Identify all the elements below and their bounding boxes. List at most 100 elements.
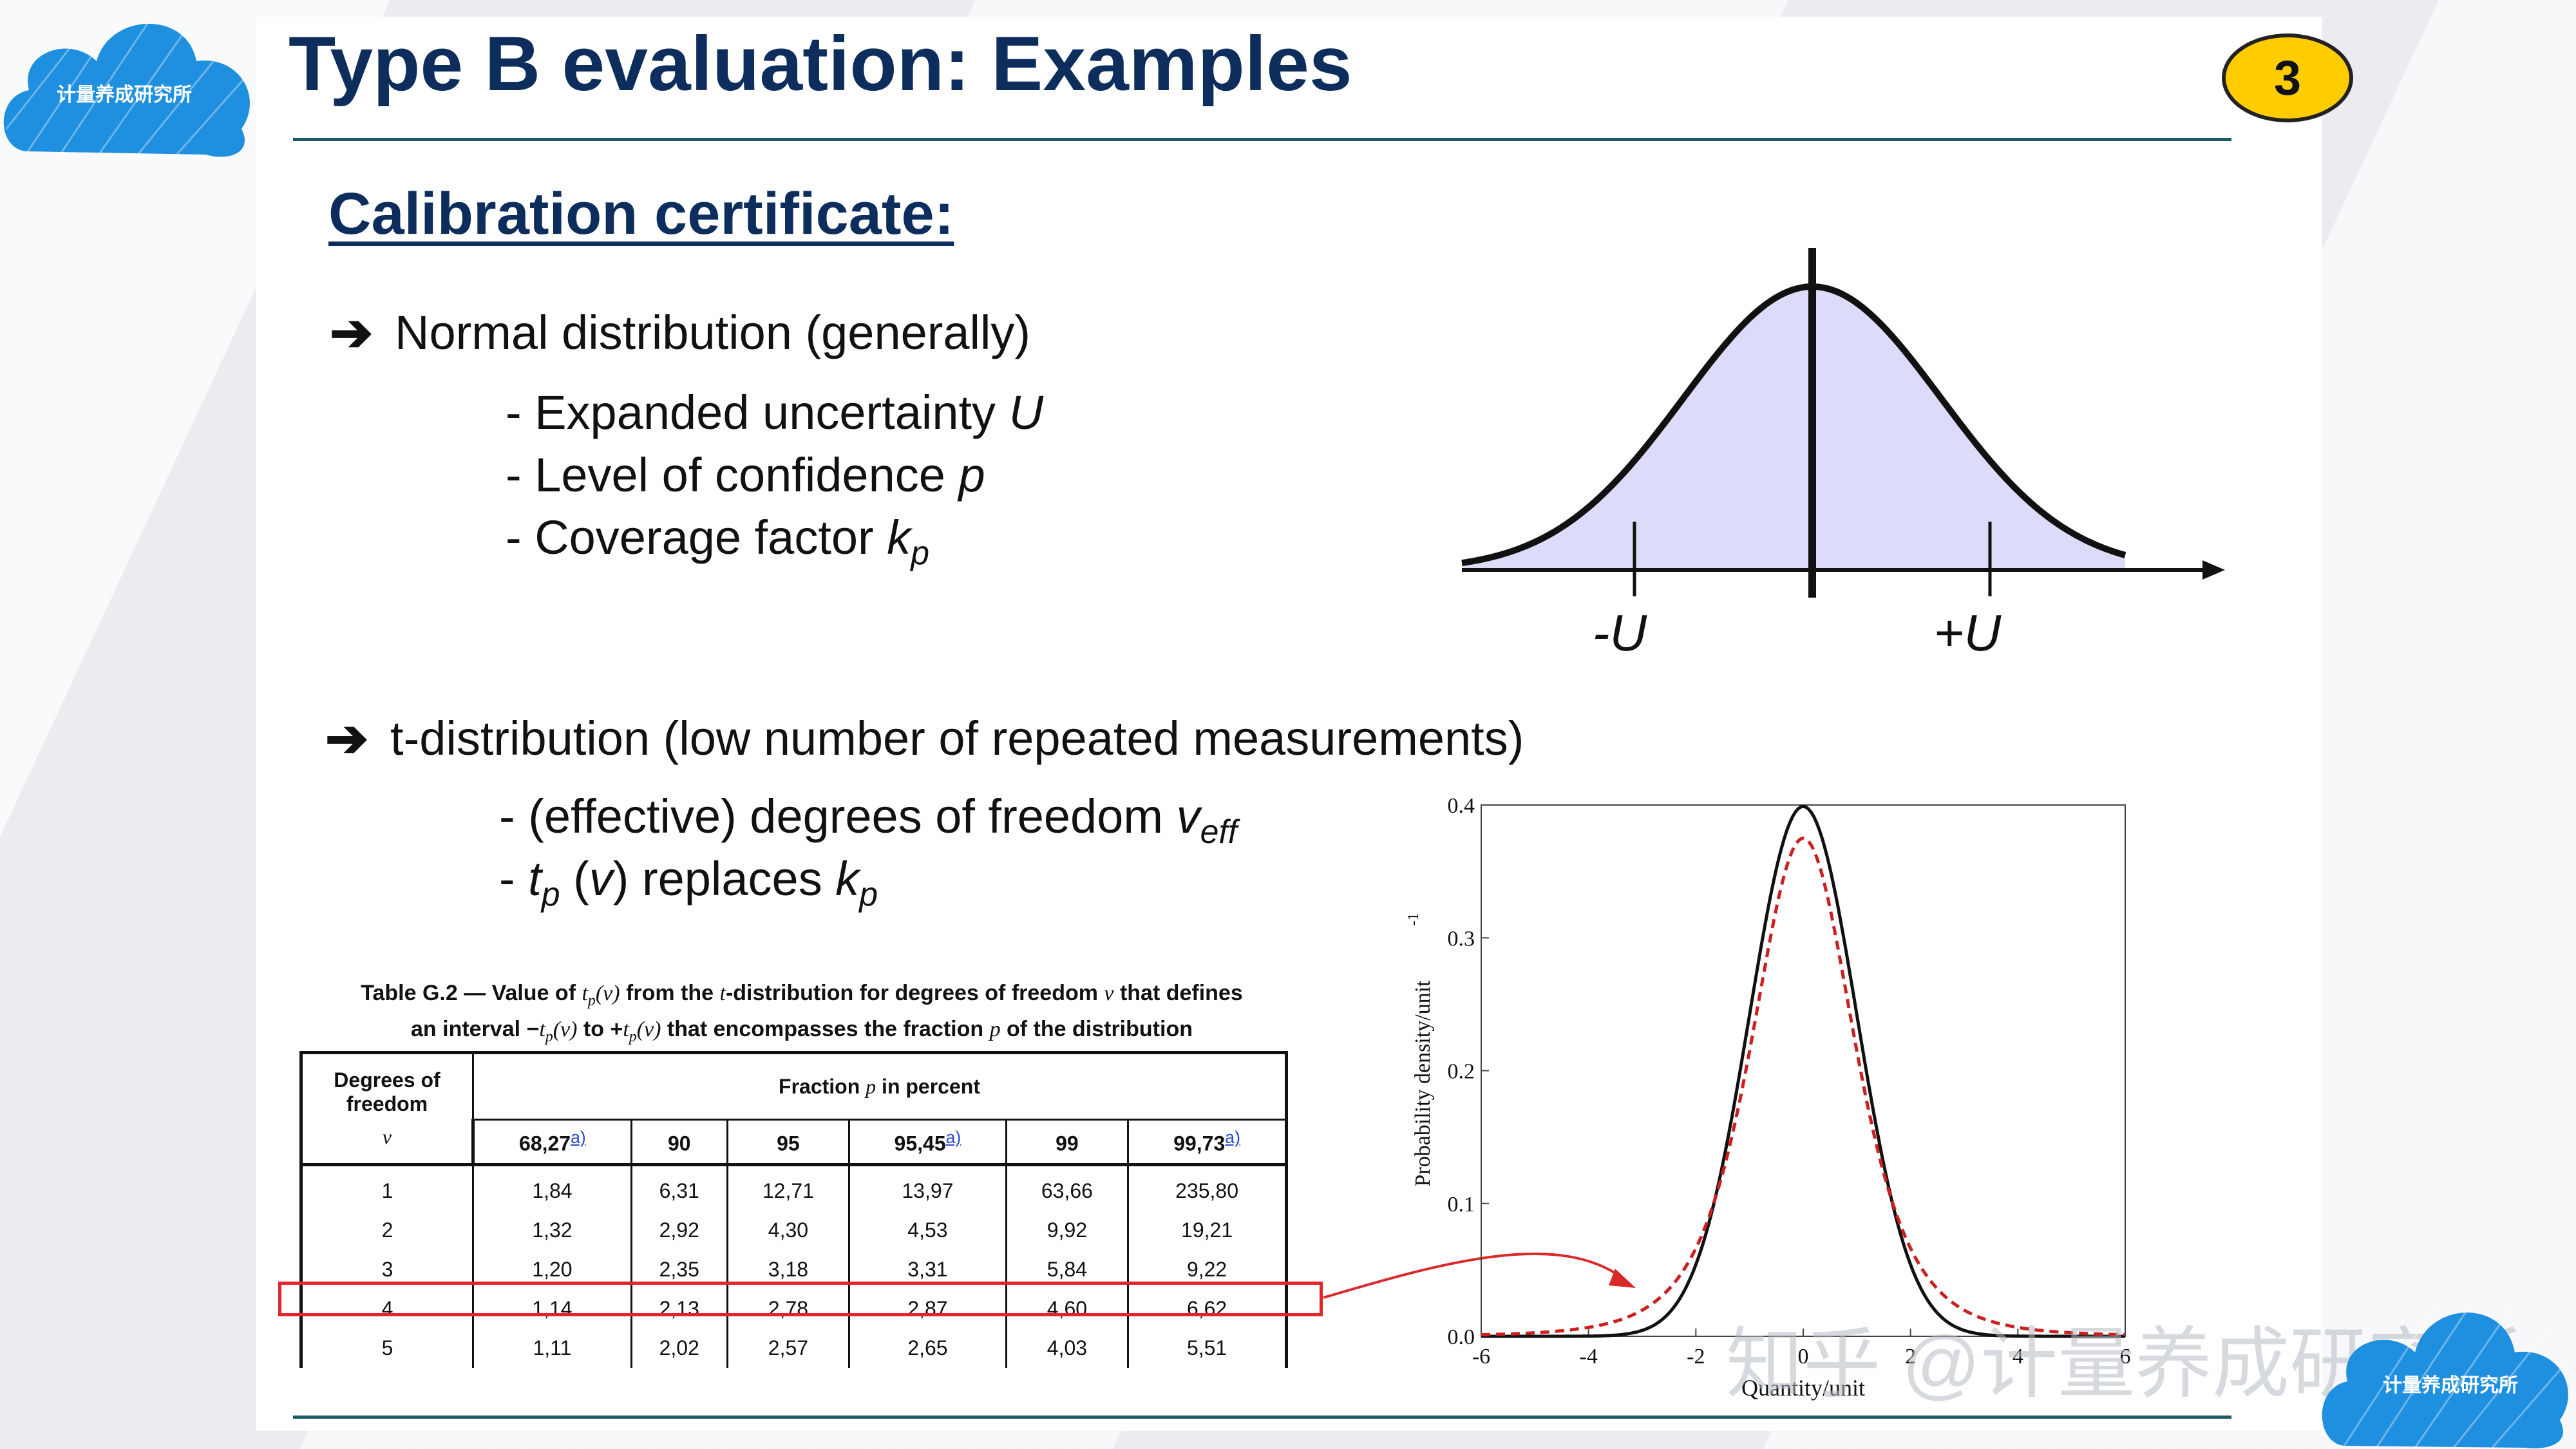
kp-subscript: p — [859, 875, 878, 913]
value-cell: 13,97 — [848, 1164, 1007, 1211]
footnote-link[interactable]: a) — [1225, 1128, 1240, 1148]
replaces-text: ) replaces — [612, 852, 836, 905]
fraction-col-header: 90 — [630, 1119, 728, 1166]
caption-line-1: Table G.2 — Value of tp(v) from the t-di… — [361, 981, 1243, 1009]
normal-curve — [1461, 283, 2126, 567]
x-axis-label: Quantity/unit — [1741, 1375, 1865, 1401]
arrow-right-icon: ➔ — [330, 304, 374, 361]
logo-text-top: 计量养成研究所 — [57, 84, 192, 106]
normal-curve-fill — [1462, 287, 2125, 570]
table-row: 2 1,32 2,92 4,30 4,53 9,92 19,21 — [299, 1211, 1288, 1250]
value-cell: 63,66 — [1005, 1164, 1128, 1211]
table-caption: Table G.2 — Value of tp(v) from the t-di… — [296, 979, 1307, 1051]
sub-item-text: - (effective) degrees of freedom — [499, 790, 1177, 843]
table-row: 5 1,11 2,02 2,57 2,65 4,03 5,51 — [299, 1329, 1288, 1368]
value-cell: 4,60 — [1005, 1289, 1128, 1329]
fraction-col-header: 95 — [726, 1119, 849, 1166]
slide-title: Type B evaluation: Examples — [289, 21, 1352, 107]
table-row: 1 1,84 6,31 12,71 13,97 63,66 235,80 — [299, 1164, 1288, 1211]
caption-line-2: an interval −tp(v) to +tp(v) that encomp… — [411, 1016, 1193, 1045]
dof-header: Degrees of freedom v — [299, 1051, 473, 1166]
dof-cell: 5 — [299, 1329, 473, 1368]
value-cell: 2,78 — [726, 1289, 849, 1329]
y-tick-label: 0.0 — [1448, 1325, 1475, 1349]
table-header-row: Degrees of freedom v Fraction p in perce… — [299, 1051, 1288, 1166]
sub-item-tp-replaces-kp: - tp (v) replaces kp — [499, 852, 878, 913]
value-cell: 2,02 — [630, 1329, 728, 1368]
table-row: 4 1,14 2,13 2,78 2,87 4,60 6,62 — [299, 1289, 1288, 1329]
value-cell: 9,92 — [1005, 1211, 1128, 1250]
value-cell: 19,21 — [1127, 1211, 1288, 1250]
value-cell: 2,57 — [726, 1329, 849, 1368]
value-cell: 4,30 — [726, 1211, 849, 1250]
sub-item-var: v — [1176, 790, 1200, 843]
sub-item-text: - Expanded uncertainty — [506, 386, 1009, 439]
sub-item-subscript: eff — [1200, 812, 1238, 850]
value-cell: 6,62 — [1127, 1289, 1288, 1329]
value-cell: 1,14 — [472, 1289, 632, 1329]
value-cell: 2,65 — [848, 1329, 1007, 1368]
value-cell: 4,53 — [848, 1211, 1007, 1250]
value-cell: 4,03 — [1005, 1329, 1128, 1368]
section-heading: Calibration certificate: — [328, 181, 954, 247]
fraction-header: Fraction p in percent — [472, 1051, 1288, 1120]
bullet-t-distribution: ➔ t-distribution (low number of repeated… — [325, 708, 1524, 768]
y-tick-label: 0.3 — [1448, 927, 1475, 951]
x-tick-label: 2 — [1905, 1345, 1916, 1368]
dof-cell: 2 — [299, 1211, 473, 1250]
sub-item-text: - Level of confidence — [506, 448, 959, 502]
fraction-values-row: 68,27a) 90 95 95,45a) 99 99,73a) — [301, 1119, 1288, 1166]
logo-cloud-bottom — [2322, 1300, 2571, 1448]
t-distribution-curve — [1481, 836, 2126, 1337]
footnote-link[interactable]: a) — [945, 1128, 961, 1148]
tp-subscript: p — [541, 875, 560, 913]
logo-text-bottom: 计量养成研究所 — [2383, 1375, 2518, 1396]
minus-u-label: -U — [1593, 604, 1648, 661]
dof-cell: 1 — [299, 1164, 473, 1211]
sub-item-degrees-of-freedom: - (effective) degrees of freedom veff — [499, 789, 1237, 851]
plus-u-label: +U — [1934, 604, 2002, 661]
x-tick-label: 6 — [2120, 1345, 2131, 1368]
fraction-col-header: 99,73a) — [1127, 1119, 1288, 1166]
value-cell: 2,92 — [630, 1211, 728, 1250]
value-cell: 6,31 — [630, 1164, 728, 1211]
bullet-normal: ➔ Normal distribution (generally) — [330, 303, 1030, 363]
value-cell: 5,51 — [1127, 1329, 1288, 1368]
value-cell: 2,13 — [630, 1289, 728, 1329]
x-tick-label: -4 — [1580, 1345, 1598, 1368]
y-axis-label: Probability density/unit — [1411, 980, 1435, 1187]
value-cell: 12,71 — [726, 1164, 849, 1211]
value-cell: 1,32 — [472, 1211, 632, 1250]
value-cell: 1,11 — [472, 1329, 632, 1368]
value-cell: 235,80 — [1127, 1164, 1288, 1211]
arrow-right-icon: ➔ — [325, 710, 369, 767]
sub-item-subscript: p — [911, 533, 930, 571]
fraction-col-header: 68,27a) — [471, 1119, 632, 1166]
bullet-normal-text: Normal distribution (generally) — [395, 306, 1031, 359]
value-cell: 2,87 — [848, 1289, 1007, 1329]
paren-open: ( — [560, 852, 589, 905]
sub-item-expanded-uncertainty: - Expanded uncertainty U — [506, 385, 1043, 440]
table-body: 1 1,84 6,31 12,71 13,97 63,66 235,80 2 1,32 2,92 4… — [299, 1164, 1288, 1368]
logo-cloud-top — [3, 12, 252, 158]
tp-var: t — [528, 852, 542, 905]
sub-item-var: k — [887, 511, 911, 564]
x-tick-label: -6 — [1472, 1345, 1490, 1368]
title-divider — [293, 138, 2231, 141]
connector-arrow — [1323, 1253, 1636, 1299]
fraction-col-header: 95,45a) — [848, 1119, 1007, 1166]
page-number: 3 — [2273, 50, 2302, 106]
dof-header-line1: Degrees of — [334, 1068, 440, 1092]
sub-item-coverage-factor: - Coverage factor kp — [506, 510, 929, 572]
page-number-badge: 3 — [2222, 33, 2353, 122]
bottom-divider — [293, 1416, 2231, 1419]
y-axis-label-sup: -1 — [1405, 913, 1422, 926]
normal-pdf-curve — [1481, 804, 2125, 1338]
x-tick-label: 4 — [2012, 1345, 2023, 1368]
x-axis-arrowhead — [2202, 560, 2225, 580]
footnote-link[interactable]: a) — [571, 1128, 586, 1148]
normal-distribution-figure: -U +U — [1461, 248, 2225, 661]
sub-item-var: p — [958, 448, 985, 502]
fraction-col-header: 99 — [1005, 1119, 1128, 1166]
v-var: v — [589, 852, 613, 905]
